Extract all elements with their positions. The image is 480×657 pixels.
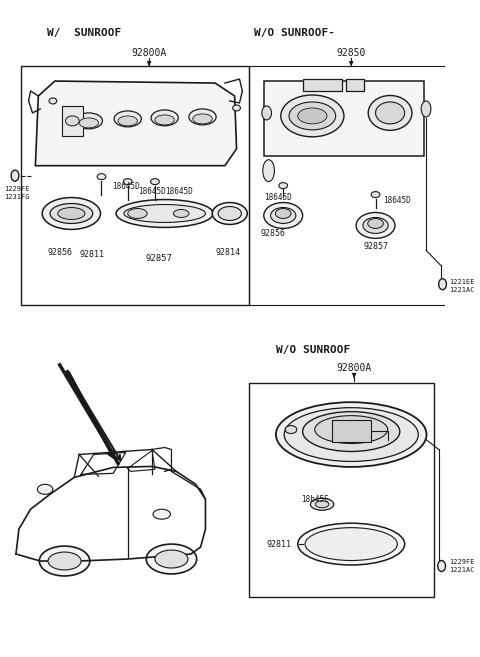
Ellipse shape	[302, 412, 400, 451]
Polygon shape	[36, 81, 237, 166]
Ellipse shape	[311, 498, 334, 510]
Ellipse shape	[97, 173, 106, 179]
Ellipse shape	[39, 546, 90, 576]
Ellipse shape	[173, 210, 189, 217]
Ellipse shape	[356, 212, 395, 238]
Ellipse shape	[368, 95, 412, 130]
Text: 92857: 92857	[363, 242, 388, 251]
Ellipse shape	[155, 550, 188, 568]
Bar	[332, 420, 371, 442]
Ellipse shape	[371, 192, 380, 198]
Ellipse shape	[315, 501, 329, 508]
Ellipse shape	[298, 108, 327, 124]
Ellipse shape	[276, 208, 291, 219]
Ellipse shape	[128, 208, 147, 219]
Ellipse shape	[212, 202, 247, 225]
Ellipse shape	[58, 208, 85, 219]
Ellipse shape	[75, 113, 102, 129]
Bar	[21, 66, 249, 305]
Text: 92811: 92811	[79, 250, 104, 259]
Ellipse shape	[284, 407, 418, 461]
Ellipse shape	[298, 523, 405, 565]
Ellipse shape	[281, 95, 344, 137]
Ellipse shape	[363, 217, 388, 233]
Ellipse shape	[218, 206, 241, 221]
Text: 18645D: 18645D	[138, 187, 166, 196]
Ellipse shape	[368, 219, 384, 229]
Ellipse shape	[279, 183, 288, 189]
Ellipse shape	[116, 200, 213, 227]
Bar	[347, 79, 364, 91]
Ellipse shape	[151, 110, 178, 126]
Text: 92800A: 92800A	[336, 363, 372, 373]
Ellipse shape	[49, 98, 57, 104]
Ellipse shape	[233, 105, 240, 111]
Text: W/O SUNROOF-: W/O SUNROOF-	[254, 28, 335, 38]
Ellipse shape	[118, 116, 137, 126]
Text: 92800A: 92800A	[132, 48, 167, 58]
Ellipse shape	[124, 204, 205, 223]
Text: 18645D: 18645D	[384, 196, 411, 205]
Text: 1221AC: 1221AC	[449, 567, 475, 573]
Ellipse shape	[276, 402, 427, 467]
Ellipse shape	[37, 484, 53, 494]
Ellipse shape	[189, 109, 216, 125]
Bar	[249, 383, 434, 597]
Ellipse shape	[263, 160, 275, 181]
Ellipse shape	[439, 279, 446, 290]
Text: 92857: 92857	[145, 254, 172, 263]
Ellipse shape	[79, 118, 98, 128]
Ellipse shape	[155, 115, 174, 125]
Ellipse shape	[50, 204, 93, 223]
Text: 18645D: 18645D	[264, 193, 291, 202]
Ellipse shape	[305, 528, 397, 560]
Ellipse shape	[438, 560, 445, 572]
Ellipse shape	[114, 111, 141, 127]
Text: 1221EE: 1221EE	[449, 279, 475, 285]
Text: 1229FE: 1229FE	[449, 559, 475, 565]
Ellipse shape	[421, 101, 431, 117]
Text: 1229FE: 1229FE	[4, 185, 30, 192]
Text: W/O SUNROOF: W/O SUNROOF	[276, 345, 351, 355]
Bar	[264, 81, 424, 156]
Ellipse shape	[48, 552, 81, 570]
Ellipse shape	[66, 116, 79, 126]
Bar	[61, 106, 83, 136]
Text: 1231FG: 1231FG	[4, 194, 30, 200]
Ellipse shape	[315, 416, 388, 443]
Ellipse shape	[285, 426, 297, 434]
Text: 92811: 92811	[267, 539, 292, 549]
Text: 18645D: 18645D	[166, 187, 193, 196]
Ellipse shape	[42, 198, 100, 229]
Ellipse shape	[271, 208, 296, 223]
Text: 18645D: 18645D	[112, 182, 140, 191]
Ellipse shape	[123, 179, 132, 185]
Bar	[302, 79, 341, 91]
Text: 1221AC: 1221AC	[449, 287, 475, 293]
Text: 18b45E: 18b45E	[300, 495, 328, 504]
Ellipse shape	[262, 106, 272, 120]
Ellipse shape	[153, 509, 170, 519]
Text: 92850: 92850	[336, 48, 366, 58]
Text: 92856: 92856	[261, 229, 286, 238]
Text: W/  SUNROOF: W/ SUNROOF	[47, 28, 121, 38]
Ellipse shape	[146, 544, 197, 574]
Ellipse shape	[193, 114, 212, 124]
Text: 92856: 92856	[47, 248, 72, 257]
Ellipse shape	[11, 170, 19, 181]
Ellipse shape	[289, 102, 336, 130]
Text: 92814: 92814	[215, 248, 240, 257]
Ellipse shape	[151, 179, 159, 185]
Ellipse shape	[375, 102, 405, 124]
Ellipse shape	[264, 202, 302, 229]
